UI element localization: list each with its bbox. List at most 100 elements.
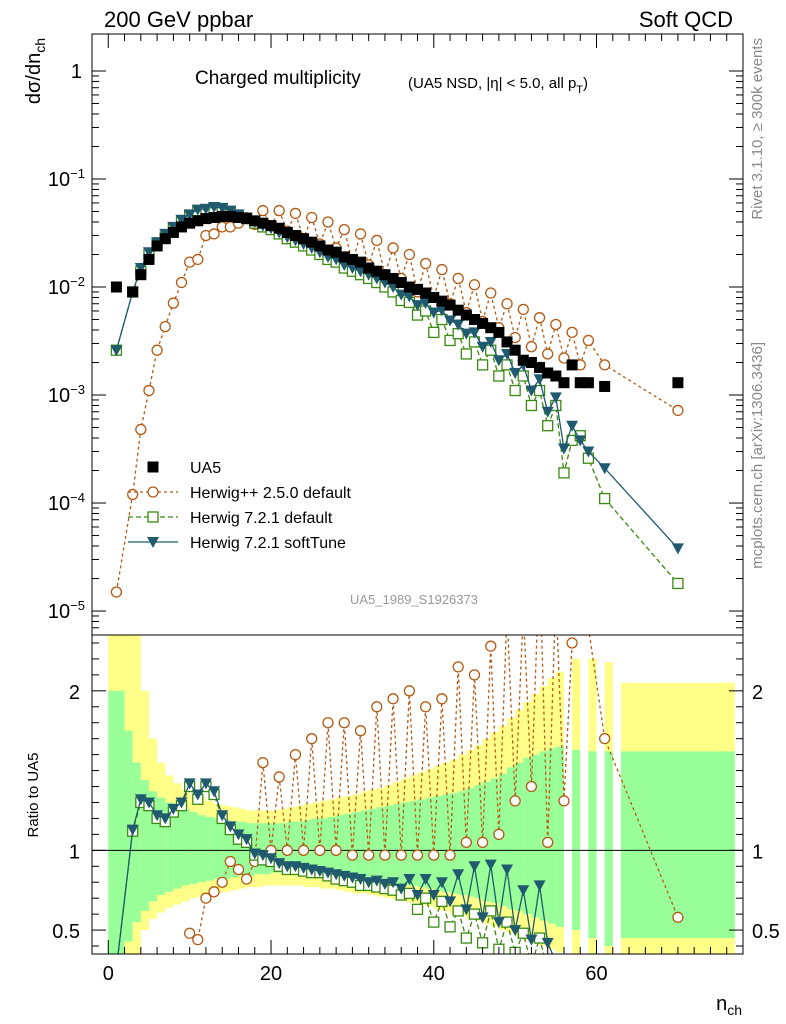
- band-green: [450, 792, 459, 894]
- ratio-data-point: [322, 717, 334, 729]
- band-green: [490, 778, 499, 903]
- data-point: [452, 319, 465, 331]
- data-point: [199, 203, 212, 215]
- ratio-data-point: [509, 925, 522, 937]
- data-point: [289, 207, 302, 220]
- ratio-data-point: [509, 795, 521, 807]
- data-point: [509, 384, 521, 397]
- band-green: [214, 818, 223, 880]
- ratio-data-point: [476, 836, 489, 848]
- data-point: [582, 334, 595, 347]
- band-green: [425, 797, 434, 889]
- legend: UA5 Herwig++ 2.5.0 default Herwig 7.2.1 de…: [128, 460, 352, 552]
- band-green: [344, 813, 353, 878]
- main-panel: 1 10−1 10−2 10−3 10−4 10−5 Charged multiplici…: [23, 33, 744, 636]
- data-point: [436, 263, 448, 276]
- legend-entry: Herwig++ 2.5.0 default: [128, 485, 352, 502]
- data-point: [542, 420, 554, 432]
- main-title: Charged multiplicity: [195, 68, 361, 89]
- data-point: [484, 336, 497, 348]
- ratio-data-point: [371, 701, 383, 713]
- ratio-data-point: [403, 887, 416, 900]
- ratio-data-point: [151, 810, 164, 822]
- data-point: [460, 328, 473, 340]
- data-point: [411, 300, 424, 312]
- legend-label: Herwig 7.2.1 softTune: [190, 535, 346, 552]
- ratio-data-point: [306, 733, 318, 745]
- data-point: [566, 326, 578, 339]
- data-point: [354, 228, 367, 240]
- ratio-data-point: [428, 849, 440, 861]
- ratio-data-point: [411, 889, 424, 901]
- ratio-data-point: [476, 937, 489, 949]
- header-right: Soft QCD: [639, 7, 733, 32]
- data-point: [110, 586, 123, 598]
- ratio-data-point: [240, 834, 253, 846]
- ratio-series-group: [117, 635, 684, 954]
- data-point: [183, 209, 196, 221]
- band-green: [531, 754, 540, 918]
- legend-label: Herwig 7.2.1 default: [190, 510, 333, 527]
- data-point: [444, 315, 457, 327]
- data-point: [428, 291, 440, 303]
- ratio-data-point: [362, 877, 375, 889]
- band-green: [547, 748, 556, 924]
- data-point: [672, 577, 684, 590]
- ratio-data-point: [354, 725, 367, 737]
- ratio-data-point: [411, 849, 424, 861]
- ratio-y-tick-label: 0.5: [52, 921, 80, 943]
- data-point: [525, 341, 538, 353]
- data-point: [525, 385, 538, 397]
- data-point: [468, 279, 481, 291]
- data-point: [672, 377, 684, 389]
- ratio-data-point: [273, 858, 286, 870]
- data-point: [549, 392, 562, 404]
- y-tick-label: 10−5: [48, 598, 85, 623]
- data-point: [493, 370, 505, 382]
- x-tick-label: 40: [423, 963, 445, 985]
- band-green: [157, 797, 166, 895]
- ratio-data-point: [492, 917, 505, 929]
- data-point: [558, 352, 570, 364]
- data-point: [542, 348, 554, 360]
- ratio-data-point: [566, 637, 578, 649]
- ratio-data-point: [281, 844, 293, 856]
- ratio-data-point: [346, 849, 359, 861]
- legend-label: Herwig++ 2.5.0 default: [190, 485, 352, 502]
- ratio-data-point: [493, 828, 505, 841]
- data-point: [403, 248, 416, 261]
- ratio-data-point: [460, 836, 472, 848]
- data-point: [208, 212, 220, 224]
- data-point: [167, 297, 180, 309]
- legend-label: UA5: [190, 460, 221, 477]
- ratio-data-point: [444, 896, 457, 908]
- ratio-data-point: [460, 904, 473, 916]
- band-green: [173, 805, 182, 889]
- legend-entry: Herwig 7.2.1 default: [128, 510, 333, 527]
- ratio-data-point: [363, 849, 375, 861]
- ratio-data-point: [183, 778, 196, 790]
- ratio-data-point: [208, 886, 220, 898]
- ratio-data-point: [476, 912, 489, 924]
- band-green: [368, 808, 377, 881]
- data-point: [387, 242, 399, 254]
- ratio-data-point: [281, 861, 294, 873]
- ratio-data-point: [142, 797, 155, 809]
- ratio-data-point: [468, 669, 481, 681]
- ratio-data-point: [484, 859, 497, 871]
- data-point: [167, 226, 179, 238]
- data-point: [306, 211, 318, 224]
- data-point: [273, 222, 285, 234]
- data-point: [192, 215, 204, 227]
- data-point: [257, 204, 269, 217]
- ratio-y-axis-label: Ratio to UA5: [25, 752, 42, 837]
- ratio-data-point: [378, 878, 391, 890]
- band-green: [205, 816, 215, 881]
- data-point: [476, 359, 489, 371]
- data-point: [444, 299, 456, 311]
- data-point: [176, 221, 188, 233]
- ratio-data-point: [452, 661, 464, 673]
- y-tick-label: 10−1: [48, 166, 85, 191]
- ratio-data-point: [419, 874, 432, 886]
- ratio-data-point: [599, 733, 611, 745]
